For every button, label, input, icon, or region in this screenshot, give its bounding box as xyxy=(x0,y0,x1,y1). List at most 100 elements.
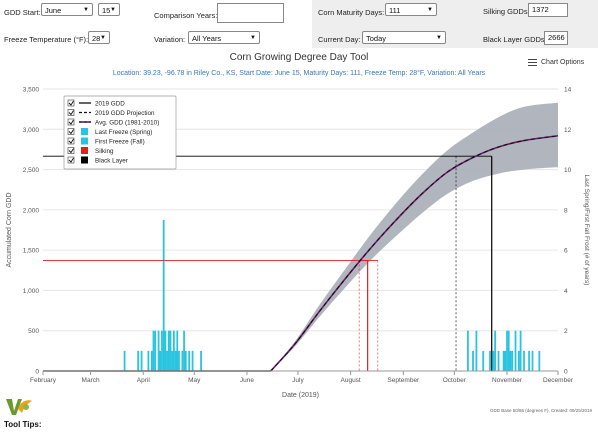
checkmark-icon xyxy=(68,129,74,135)
first-freeze-bar xyxy=(504,350,507,371)
axes-layer: 0 500 1,000 1,500 2,000 2,500 3,000 3,500 0 2 4 6 8 1… xyxy=(6,87,590,400)
freeze-temperature-label: Freeze Temperature (°F): xyxy=(4,35,89,44)
last-freeze-bar xyxy=(152,330,155,371)
chevron-down-icon: ▼ xyxy=(83,7,89,13)
variation-label: Variation: xyxy=(154,35,186,44)
legend-swatch xyxy=(81,147,88,154)
gdd-start-day-select[interactable]: 15 ▼ xyxy=(98,3,120,16)
last-freeze-bar xyxy=(176,330,179,371)
x-tick-label: February xyxy=(30,377,57,384)
last-freeze-bar xyxy=(159,350,162,371)
legend-label: Avg. GDD (1981-2010) xyxy=(95,120,159,127)
x-tick-label: December xyxy=(543,377,574,384)
legend-swatch xyxy=(81,137,88,145)
last-freeze-bar xyxy=(167,330,170,371)
first-freeze-bar xyxy=(494,330,497,371)
current-day-label: Current Day: xyxy=(318,35,361,44)
last-freeze-bar xyxy=(172,330,175,371)
variation-value: All Years xyxy=(192,34,222,43)
projection-band-layer xyxy=(270,102,558,371)
legend-label: Last Freeze (Spring) xyxy=(95,129,152,136)
black-layer-input[interactable]: 2666 xyxy=(544,31,568,45)
tool-tips-label: Tool Tips: xyxy=(4,420,42,429)
chevron-down-icon: ▼ xyxy=(250,35,256,41)
checkmark-icon xyxy=(68,110,74,116)
legend-checkbox[interactable] xyxy=(67,128,75,135)
y2-tick-label: 8 xyxy=(564,207,568,214)
chart-subtitle: Location: 39.23, -96.78 in Riley Co., KS… xyxy=(112,70,486,77)
freeze-bars-layer xyxy=(123,219,541,371)
first-freeze-bar xyxy=(528,350,531,371)
chevron-down-icon: ▼ xyxy=(110,7,116,13)
y2-tick-label: 4 xyxy=(564,288,568,295)
y-axis-title: Accumulated Corn GDD xyxy=(6,192,13,267)
last-freeze-bar xyxy=(162,219,165,371)
silking-gdds-label: Silking GDDs: xyxy=(483,7,530,16)
checkmark-icon xyxy=(68,100,74,106)
legend-label: Black Layer xyxy=(95,158,128,165)
last-freeze-bar xyxy=(147,350,150,371)
last-freeze-bar xyxy=(181,350,184,371)
last-freeze-bar xyxy=(166,350,168,371)
last-freeze-bar xyxy=(191,350,194,371)
gdd-start-month-select[interactable]: June ▼ xyxy=(41,3,93,16)
first-freeze-bar xyxy=(509,350,512,371)
hamburger-menu-icon xyxy=(528,57,537,68)
black-layer-label: Black Layer GDDs: xyxy=(483,35,547,44)
legend-checkbox[interactable] xyxy=(67,137,75,145)
last-freeze-bar xyxy=(123,350,126,371)
legend-label: 2019 GDD xyxy=(95,101,125,108)
last-freeze-bar xyxy=(140,350,143,371)
current-day-select[interactable]: Today ▼ xyxy=(362,31,446,44)
first-freeze-bar xyxy=(519,330,522,371)
first-freeze-bar xyxy=(467,330,469,371)
last-freeze-bar xyxy=(137,350,140,371)
last-freeze-bar xyxy=(169,330,172,371)
current-day-value: Today xyxy=(366,34,387,43)
first-freeze-bar xyxy=(502,350,505,371)
first-freeze-bar xyxy=(538,350,541,371)
last-freeze-bar xyxy=(171,350,174,371)
chevron-down-icon: ▼ xyxy=(100,35,106,41)
first-freeze-bar xyxy=(507,330,510,371)
legend-checkbox[interactable] xyxy=(67,109,75,116)
chart-title: Corn Growing Degree Day Tool xyxy=(229,52,369,63)
checkmark-icon xyxy=(68,157,74,163)
last-freeze-bar xyxy=(184,350,187,371)
last-freeze-bar xyxy=(164,330,167,371)
legend-checkbox[interactable] xyxy=(67,99,75,107)
x-tick-label: March xyxy=(82,377,100,384)
freeze-temperature-select[interactable]: 28 ▼ xyxy=(88,31,110,44)
first-freeze-bar xyxy=(489,350,491,371)
last-freeze-bar xyxy=(183,330,185,371)
y2-tick-label: 10 xyxy=(564,167,572,174)
variation-select[interactable]: All Years ▼ xyxy=(188,31,260,44)
legend-swatch xyxy=(81,128,88,135)
corn-maturity-select[interactable]: 111 ▼ xyxy=(385,3,437,16)
legend-swatch xyxy=(81,156,88,164)
first-freeze-bar xyxy=(475,330,478,371)
legend-checkbox[interactable] xyxy=(67,147,75,154)
legend-checkbox[interactable] xyxy=(67,118,75,126)
projection-band xyxy=(270,102,558,371)
x-tick-label: October xyxy=(443,377,467,384)
first-freeze-bar xyxy=(482,350,485,371)
first-freeze-bar xyxy=(514,330,517,371)
y-tick-label: 1,000 xyxy=(23,288,40,295)
last-freeze-bar xyxy=(157,330,160,371)
last-freeze-bar xyxy=(174,350,177,371)
first-freeze-bar xyxy=(518,350,520,371)
chart-options-button[interactable]: Chart Options xyxy=(528,57,584,68)
chevron-down-icon: ▼ xyxy=(436,35,442,41)
x-tick-label: August xyxy=(341,377,361,384)
comparison-years-input[interactable] xyxy=(217,3,284,23)
y-tick-label: 3,000 xyxy=(23,127,40,134)
y-tick-label: 2,000 xyxy=(23,207,40,214)
last-freeze-bar xyxy=(161,330,163,371)
checkmark-icon xyxy=(68,148,74,154)
freeze-temperature-value: 28 xyxy=(92,34,101,43)
legend-checkbox[interactable] xyxy=(67,156,75,164)
last-freeze-bar xyxy=(178,350,180,371)
y2-axis-title: Last Spring/First Fall Frost (# of years… xyxy=(583,175,590,286)
silking-gdds-input[interactable]: 1372 xyxy=(528,3,568,17)
